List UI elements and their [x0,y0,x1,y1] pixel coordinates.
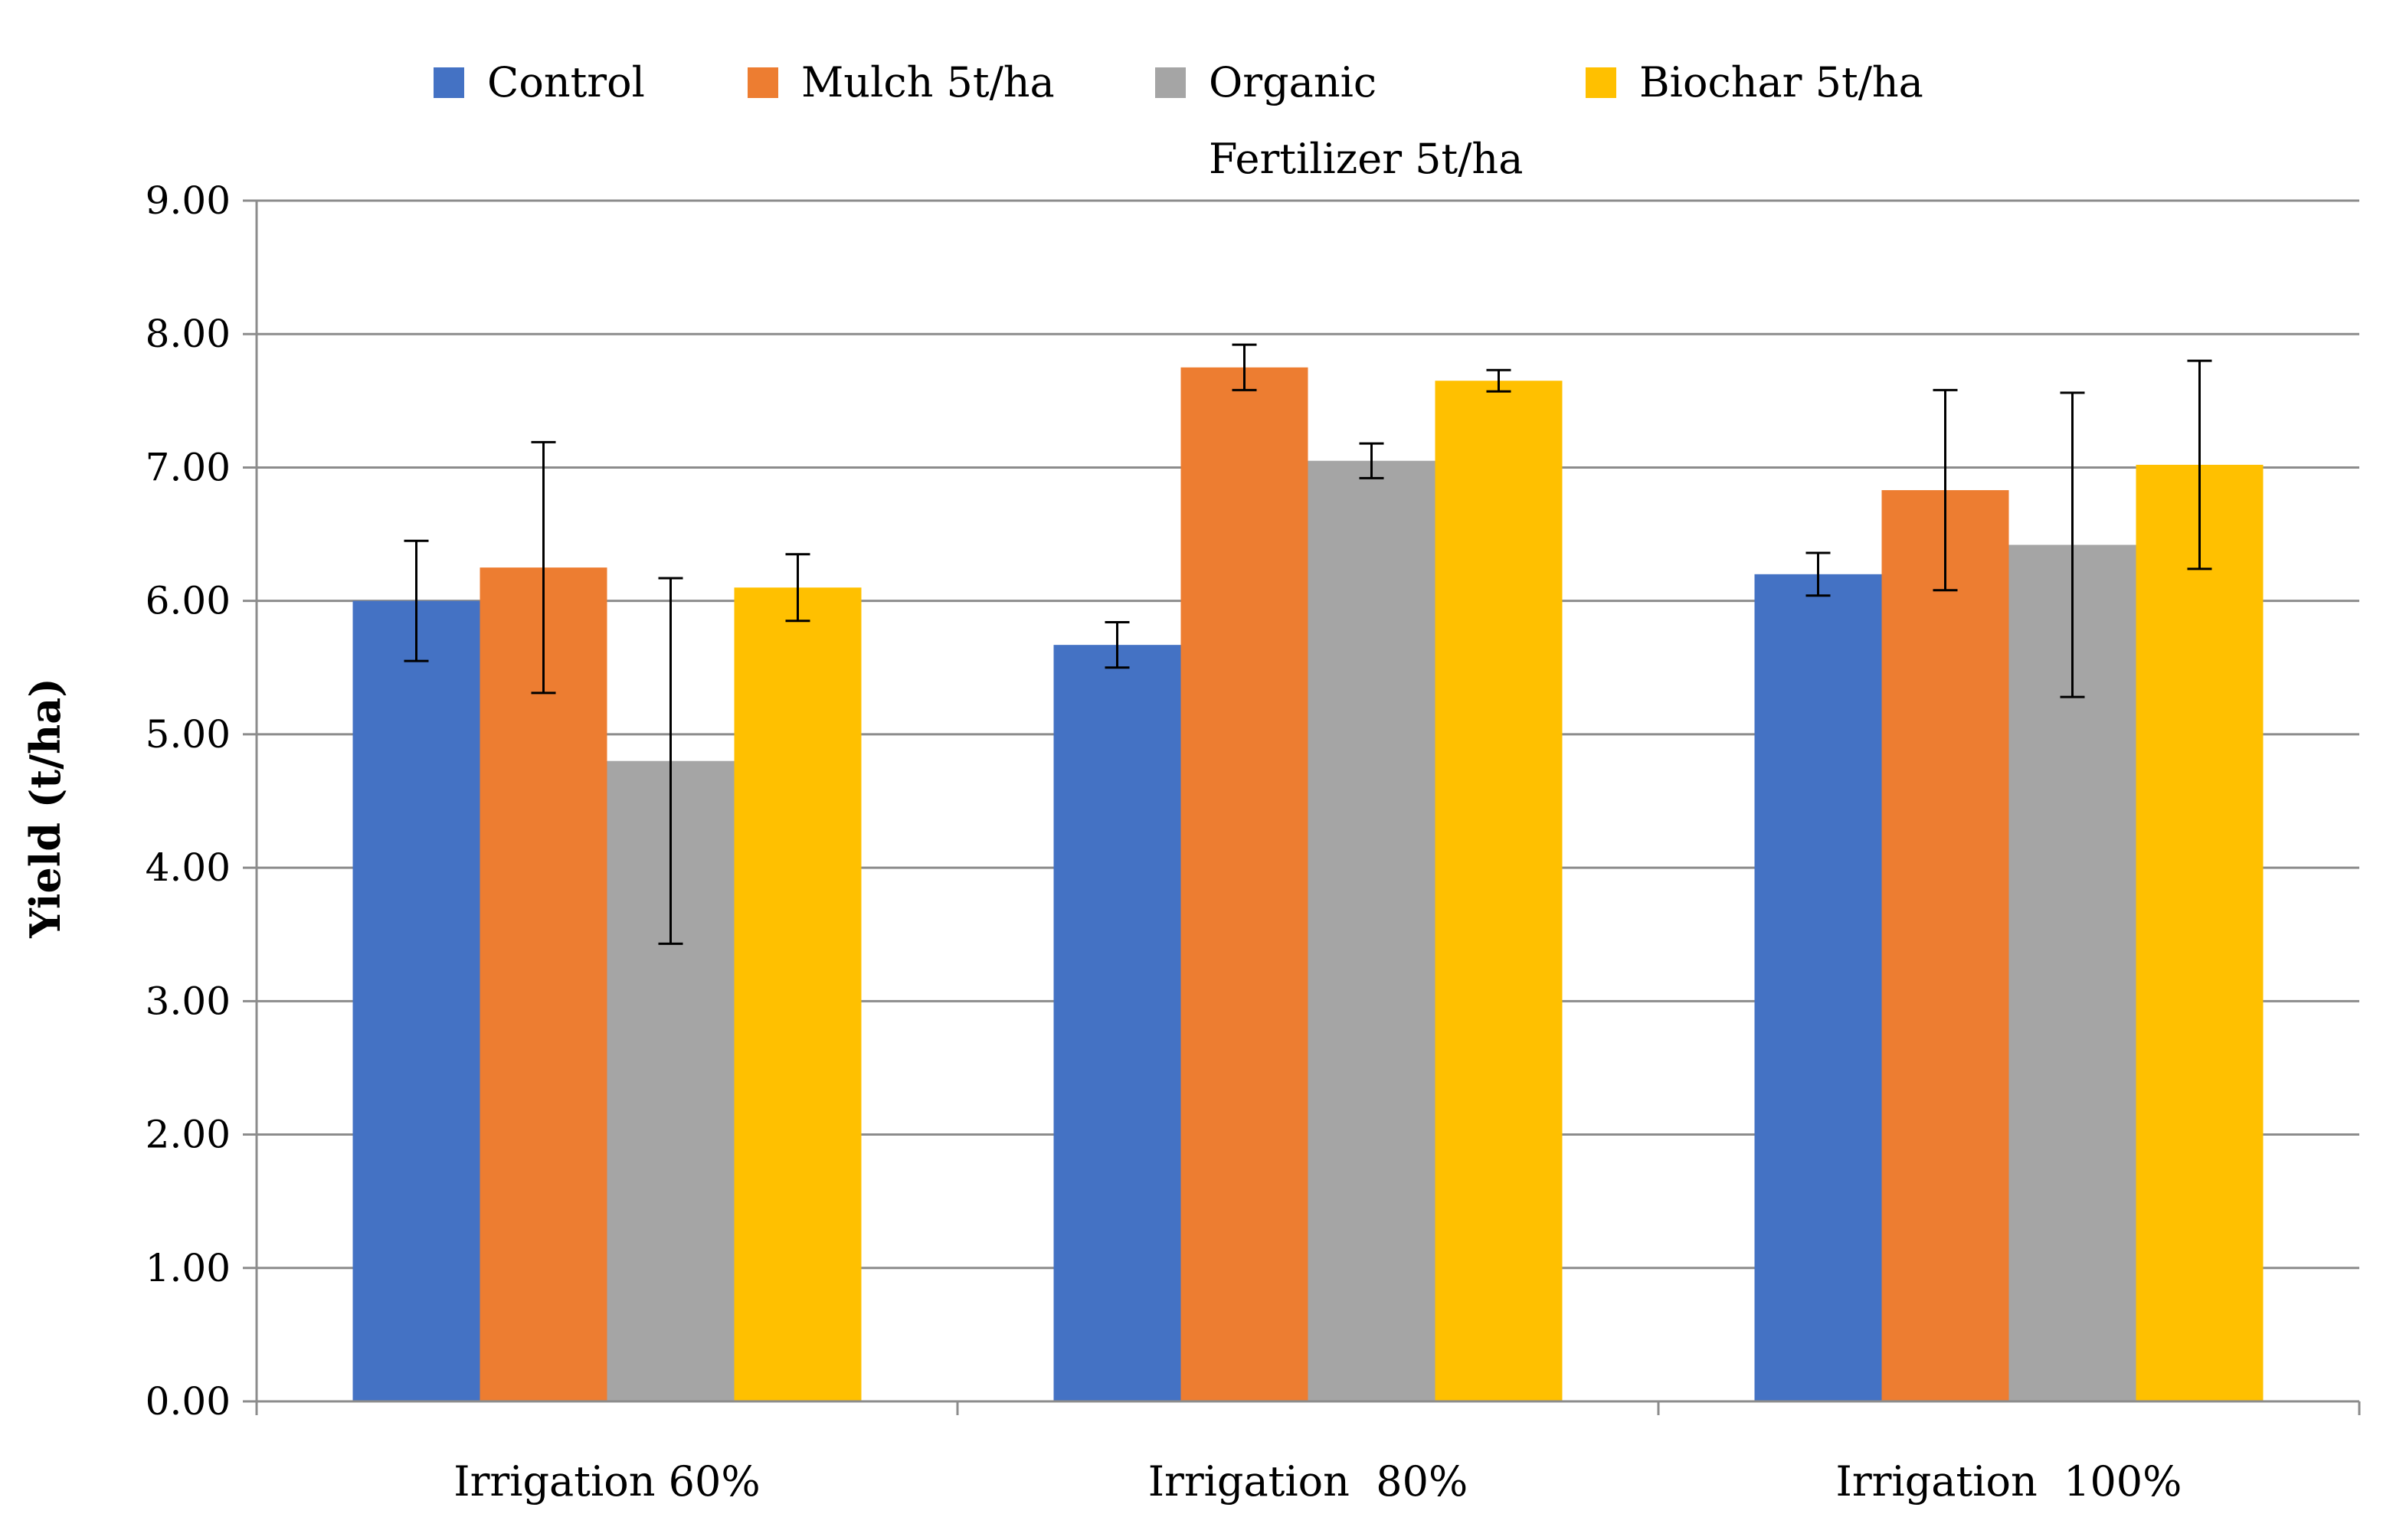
legend-label: Fertilizer 5t/ha [1209,135,1523,183]
bar [1881,490,2009,1401]
legend-label: Mulch 5t/ha [801,58,1055,106]
legend-swatch [1155,67,1186,98]
y-tick-labels: 0.00 1.00 2.00 3.00 4.00 5.00 6.00 7.00 8.00 9.00 [146,178,231,1424]
y-tick-label: 1.00 [146,1246,231,1290]
legend-swatch [1586,67,1616,98]
bar [480,567,607,1401]
legend-label: Control [487,58,645,106]
x-category-label: Irrigation 60% [453,1457,760,1506]
bar [1754,574,1882,1401]
bar [352,600,480,1401]
bar [1180,367,1308,1401]
legend: Control Mulch 5t/ha Organic Fertilizer 5t/h… [434,58,1923,183]
x-category-label: Irrigation 80% [1148,1457,1468,1506]
bar [1053,645,1181,1401]
x-category-label: Irrigation 100% [1836,1457,2182,1506]
legend-label: Organic [1209,58,1376,106]
bar [2136,464,2264,1402]
y-tick-label: 5.00 [146,712,231,757]
y-tick-label: 8.00 [146,312,231,356]
y-tick-label: 7.00 [146,445,231,489]
y-tick-label: 4.00 [146,845,231,890]
bars [352,367,2264,1402]
bar [1435,381,1563,1402]
axes [243,199,2361,1415]
y-tick-label: 6.00 [146,579,231,623]
y-tick-label: 9.00 [146,178,231,223]
y-tick-label: 0.00 [146,1379,231,1424]
bar [734,587,862,1402]
legend-label: Biochar 5t/ha [1639,58,1923,106]
bar [1308,460,1435,1401]
legend-swatch [434,67,464,98]
y-tick-label: 2.00 [146,1113,231,1157]
error-bars [404,343,2212,945]
x-category-labels: Irrigation 60% Irrigation 80% Irrigation 1… [453,1457,2182,1506]
y-tick-label: 3.00 [146,979,231,1023]
legend-swatch [748,67,778,98]
y-axis-title: Yield (t/ha) [21,678,70,939]
